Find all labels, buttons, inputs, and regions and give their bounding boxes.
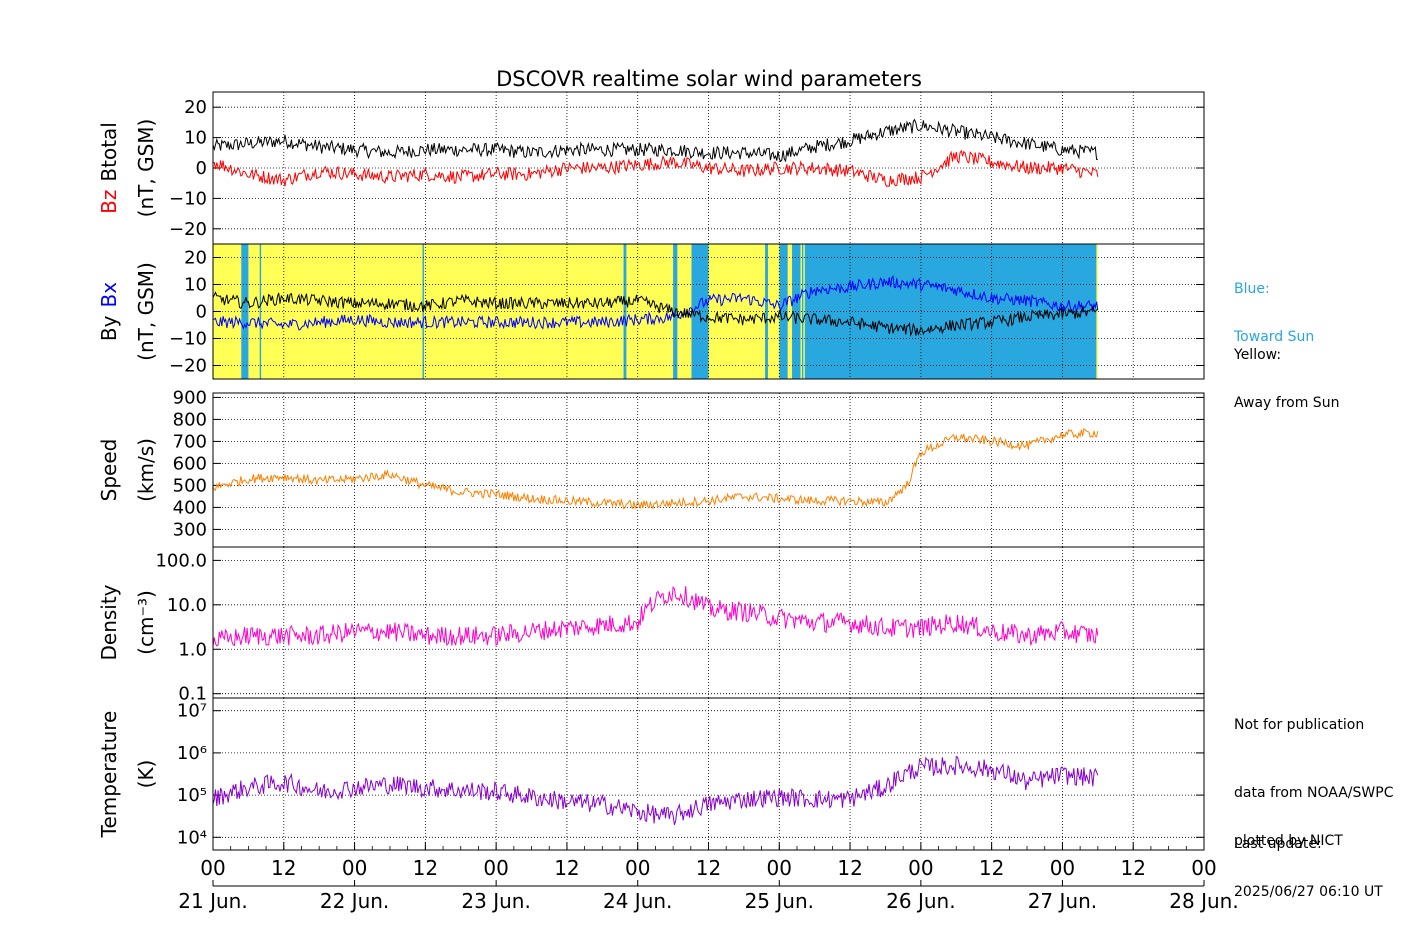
series-speed-line [212,428,1099,510]
x-hour-tick-label: 00 [483,856,508,880]
chart-panels: 20 10 0 −10 −20 Bz Btotal (nT, GSM) 20 10 0 −10 −20 B… [97,91,1205,851]
y-tick-label: 0 [196,302,207,323]
legend-blue: Blue: Toward Sun [1234,249,1314,361]
x-date-label: 26 Jun. [886,889,955,913]
y-tick-label: 20 [184,97,207,118]
panel-mag: 20 10 0 −10 −20 Bz Btotal (nT, GSM) [97,91,1205,245]
panel-density: 100.0 10.0 1.0 0.1 Density (cm⁻³) [97,546,1205,705]
x-date-label: 25 Jun. [745,889,814,913]
x-date-label: 21 Jun. [178,889,247,913]
x-axis: 00 12 00 12 00 12 00 12 00 12 00 12 00 12 00 21 Jun. 22 … [178,842,1239,913]
y-axis-label: Temperature [97,711,121,839]
y-axis-units: (cm⁻³) [134,590,158,655]
y-axis-label: Speed [97,439,121,502]
x-hour-tick-label: 12 [696,856,721,880]
x-hour-tick-label: 00 [908,856,933,880]
y-tick-label: 100.0 [155,550,207,571]
y-axis-units: (nT, GSM) [134,262,158,361]
series-bz-line [212,149,1099,187]
x-hour-tick-label: 00 [625,856,650,880]
x-hour-tick-label: 12 [554,856,579,880]
x-hour-tick-label: 00 [1050,856,1075,880]
y-axis-label: By Bx [97,282,121,341]
x-date-label: 27 Jun. [1028,889,1097,913]
y-axis-label: Density [97,584,121,660]
x-hour-tick-label: 12 [271,856,296,880]
y-tick-label: −20 [169,219,207,240]
y-tick-label: −10 [169,188,207,209]
x-hour-tick-label: 00 [767,856,792,880]
not-for-publication-note: Not for publication [1234,717,1365,733]
y-tick-label: −20 [169,356,207,377]
legend-yellow-desc: Away from Sun [1234,395,1340,411]
y-tick-label: 0 [196,158,207,179]
sector-toward-band [259,244,262,379]
last-update-note: Last update: 2025/06/27 06:10 UT [1234,804,1383,916]
y-tick-label: 10.0 [167,595,207,616]
series-btotal-line [212,118,1098,163]
chart-title: DSCOVR realtime solar wind parameters [496,67,922,91]
y-axis-label-part: Bz [97,190,121,214]
y-tick-label: 800 [173,409,207,430]
y-axis-units: (nT, GSM) [134,119,158,218]
legend-yellow-label: Yellow: [1234,347,1282,363]
data-source-note: data from NOAA/SWPC plotted by NICT [1234,753,1393,865]
y-tick-label: −10 [169,329,207,350]
x-hour-tick-label: 00 [342,856,367,880]
last-update-label: Last update: [1234,836,1322,852]
legend-yellow: Yellow: Away from Sun [1234,315,1339,427]
panel-temperature: 10⁷ 10⁶ 10⁵ 10⁴ Temperature (K) [97,697,1205,851]
sector-toward-band [241,244,249,379]
y-tick-label: 10⁴ [177,827,207,848]
y-axis-label: Bz Btotal [97,122,121,214]
y-axis-label-part: Bx [97,282,121,308]
series-by-line [212,291,1099,337]
y-tick-label: 900 [173,387,207,408]
y-axis-units: (km/s) [134,438,158,502]
legend-blue-label: Blue: [1234,281,1270,297]
series-density-line [212,586,1099,647]
x-hour-tick-label: 12 [979,856,1004,880]
x-date-label: 22 Jun. [320,889,389,913]
y-tick-label: 1.0 [178,639,207,660]
y-axis-label-part: By [97,315,121,341]
y-tick-label: 10 [184,128,207,149]
y-tick-label: 20 [184,248,207,269]
y-tick-label: 300 [173,519,207,540]
y-tick-label: 700 [173,431,207,452]
y-tick-label: 10 [184,275,207,296]
plotted-by: plotted by NICT [1234,833,1343,849]
panel-frame [212,243,1205,380]
x-hour-tick-label: 12 [1120,856,1145,880]
y-tick-label: 400 [173,497,207,518]
y-tick-label: 500 [173,475,207,496]
sector-away-band [767,244,780,379]
x-hour-tick-label: 00 [200,856,225,880]
x-date-label: 23 Jun. [461,889,530,913]
y-axis-units: (K) [134,760,158,789]
y-tick-label: 0.1 [178,684,207,705]
series-temperature-line [212,755,1099,825]
y-tick-label: 10⁶ [177,743,207,764]
legend-blue-desc: Toward Sun [1234,329,1315,345]
y-tick-label: 10⁵ [177,785,207,806]
x-hour-tick-label: 12 [837,856,862,880]
x-hour-tick-label: 12 [413,856,438,880]
y-axis-label-part: Btotal [97,122,121,181]
sector-toward-band [765,244,768,379]
x-date-label: 24 Jun. [603,889,672,913]
panel-imf: 20 10 0 −10 −20 By Bx (nT, GSM) [97,243,1205,380]
panel-frame [212,392,1205,548]
y-tick-label: 10⁷ [177,701,207,722]
last-update-value: 2025/06/27 06:10 UT [1234,884,1383,900]
x-date-label: 28 Jun. [1169,889,1238,913]
x-hour-tick-label: 00 [1191,856,1216,880]
series-bx-line [212,275,1099,331]
data-from: data from NOAA/SWPC [1234,785,1394,801]
y-tick-label: 600 [173,453,207,474]
